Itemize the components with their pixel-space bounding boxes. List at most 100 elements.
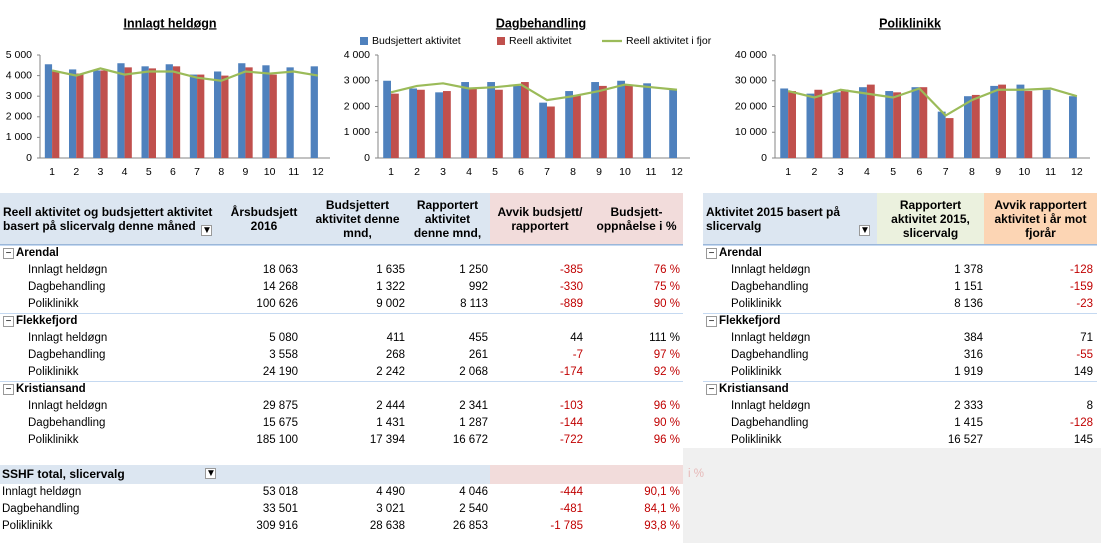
- table-cell: 411: [386, 332, 405, 344]
- row-label: Poliklinikk: [731, 298, 782, 310]
- bar: [44, 64, 53, 158]
- table-cell: 44: [570, 332, 583, 344]
- collapse-button[interactable]: −: [706, 248, 717, 259]
- row-label: Poliklinikk: [2, 520, 53, 532]
- filter-button[interactable]: ▼: [859, 225, 870, 236]
- table-cell: 26 853: [452, 520, 488, 532]
- table-cell: 145: [1073, 434, 1093, 446]
- table-header: Rapportert aktivitet 2015, slicervalg: [877, 193, 984, 245]
- table-cell: 33 501: [262, 503, 298, 515]
- row-label: Innlagt heldøgn: [2, 486, 82, 498]
- bar: [383, 80, 391, 158]
- table-cell: 1 378: [954, 264, 983, 276]
- table-cell: 3 021: [376, 503, 405, 515]
- table-cell: 29 875: [262, 400, 298, 412]
- x-tick-label: 5: [890, 166, 896, 178]
- collapse-button[interactable]: −: [706, 384, 717, 395]
- table-cell: 185 100: [256, 434, 298, 446]
- table-cell: 1 250: [459, 264, 488, 276]
- table-cell: 2 444: [376, 400, 405, 412]
- table-cell: -23: [1076, 298, 1093, 310]
- x-tick-label: 9: [242, 166, 248, 178]
- collapse-button[interactable]: −: [706, 316, 717, 327]
- bar: [443, 91, 451, 158]
- legend-swatch: [360, 37, 368, 45]
- y-tick-label: 30 000: [735, 75, 767, 87]
- x-tick-label: 10: [1019, 166, 1031, 178]
- x-tick-label: 7: [943, 166, 949, 178]
- x-tick-label: 9: [596, 166, 602, 178]
- table-cell: 84,1 %: [644, 503, 680, 515]
- total-header-band: [490, 465, 683, 484]
- table-cell: 316: [963, 349, 983, 361]
- table-cell: 76 %: [653, 264, 680, 276]
- filter-button[interactable]: ▼: [201, 225, 212, 236]
- chart-title: Innlagt heldøgn: [123, 16, 216, 30]
- group-name: Flekkefjord: [719, 315, 781, 327]
- table-cell: 4 490: [376, 486, 405, 498]
- table-cell: 93,8 %: [644, 520, 680, 532]
- y-tick-label: 20 000: [735, 100, 767, 112]
- line: [51, 67, 319, 82]
- table-cell: 24 190: [262, 366, 298, 378]
- collapse-button[interactable]: −: [3, 384, 14, 395]
- bar: [573, 94, 581, 158]
- x-tick-label: 2: [414, 166, 420, 178]
- bar: [141, 66, 149, 158]
- table-cell: 455: [468, 332, 488, 344]
- row-label: Dagbehandling: [731, 281, 809, 293]
- row-label: Innlagt heldøgn: [731, 332, 811, 344]
- table-cell: -144: [559, 417, 583, 429]
- group-name: Kristiansand: [16, 383, 86, 395]
- overflow-text: i %: [688, 468, 704, 480]
- table-cell: 28 638: [369, 520, 405, 532]
- table-cell: 1 431: [376, 417, 405, 429]
- row-label: Poliklinikk: [731, 434, 782, 446]
- x-tick-label: 11: [288, 166, 299, 178]
- collapse-button[interactable]: −: [3, 248, 14, 259]
- bar: [625, 84, 633, 158]
- y-tick-label: 4 000: [344, 49, 370, 61]
- bar: [165, 64, 173, 158]
- bar: [998, 84, 1006, 158]
- chart-title: Poliklinikk: [879, 16, 941, 30]
- y-tick-label: 0: [26, 152, 32, 164]
- y-tick-label: 1 000: [6, 131, 32, 143]
- table-cell: 18 063: [262, 264, 298, 276]
- y-tick-label: 3 000: [6, 90, 32, 102]
- x-tick-label: 11: [646, 166, 657, 178]
- table-header: Avvik budsjett/ rapportert: [490, 193, 590, 245]
- x-tick-label: 5: [146, 166, 152, 178]
- bar: [435, 92, 443, 158]
- table-cell: 111 %: [649, 332, 680, 344]
- table-cell: 96 %: [653, 434, 680, 446]
- bar: [310, 66, 318, 158]
- table-cell: 1 151: [954, 281, 983, 293]
- bar: [245, 67, 253, 158]
- line: [390, 82, 678, 102]
- table-cell: 90,1 %: [644, 486, 680, 498]
- table-cell: 71: [1080, 332, 1093, 344]
- row-label: Poliklinikk: [731, 366, 782, 378]
- bar: [117, 63, 125, 158]
- x-tick-label: 10: [264, 166, 276, 178]
- x-tick-label: 1: [49, 166, 55, 178]
- table-header: Budsjett-oppnåelse i %: [590, 193, 683, 245]
- bar: [866, 84, 875, 158]
- row-label: Poliklinikk: [28, 366, 79, 378]
- collapse-button[interactable]: −: [3, 316, 14, 327]
- x-tick-label: 10: [619, 166, 631, 178]
- table-cell: 14 268: [262, 281, 298, 293]
- table-header: Avvik rapportert aktivitet i år mot fjor…: [984, 193, 1097, 245]
- bar: [189, 74, 198, 158]
- table-cell: 1 415: [954, 417, 983, 429]
- filter-button[interactable]: ▼: [205, 468, 216, 479]
- bar: [69, 69, 77, 158]
- bar: [840, 89, 849, 158]
- legend-label: Reell aktivitet i fjor: [626, 35, 712, 47]
- table-cell: 1 322: [376, 281, 405, 293]
- table-cell: 17 394: [369, 434, 405, 446]
- table-cell: -481: [559, 503, 583, 515]
